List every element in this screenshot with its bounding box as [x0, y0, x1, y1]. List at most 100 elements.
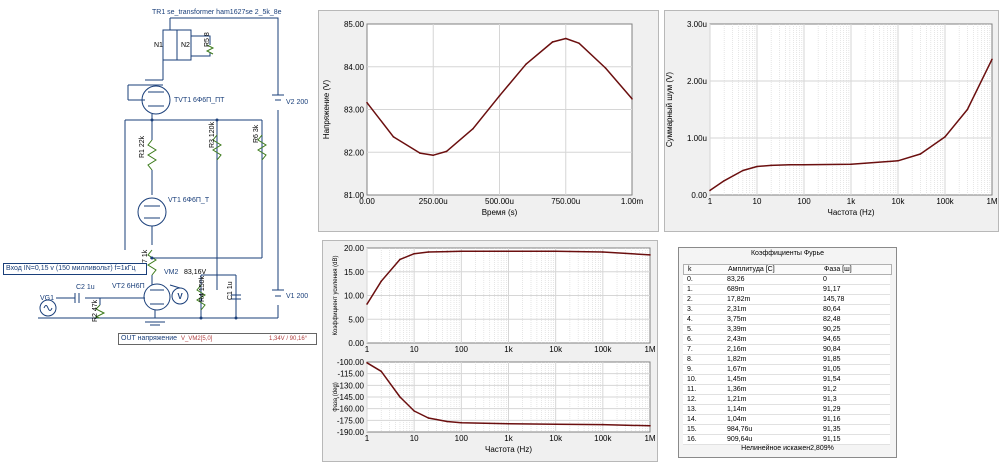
- gain-data-point: [366, 303, 368, 305]
- gain-data-point: [427, 251, 430, 253]
- noise-x-tick-label: 10k: [892, 197, 906, 206]
- gain-x-tick-label: 1: [365, 345, 370, 354]
- fourier-cell-amplitude: 2,31m: [727, 306, 747, 313]
- time-y-tick-label: 81.00: [344, 191, 365, 200]
- time-data-point: [366, 101, 368, 104]
- gain-data-point: [413, 252, 415, 255]
- fourier-cell-amplitude: 17,82m: [727, 296, 751, 303]
- fourier-row: 16. 909,64u 91,15: [683, 435, 890, 445]
- noise-y-tick-label: 0.00: [691, 191, 707, 200]
- fourier-row: 14. 1,04m 91,16: [683, 415, 890, 425]
- noise-data-point: [991, 58, 993, 61]
- gain-x-tick-label: 100k: [594, 345, 612, 354]
- fourier-header-amplitude: Амплитуда [C]: [728, 266, 775, 273]
- noise-data-point: [897, 160, 899, 162]
- fourier-cell-phase: 90,84: [823, 346, 841, 353]
- n1-label: N1: [154, 42, 163, 49]
- fourier-row: 9. 1,67m 91,05: [683, 365, 890, 375]
- fourier-row: 6. 2,43m 94,65: [683, 335, 890, 345]
- time-data-point: [472, 127, 474, 130]
- noise-data-point: [756, 165, 758, 168]
- vm2-label: VM2: [164, 269, 179, 276]
- transformer-label: TR1 se_transformer ham1627se 2_5k_8e: [152, 9, 282, 16]
- circuit-schematic: V TR1 se_transformer ham1627se 2_5k_8e N…: [38, 9, 308, 326]
- svg-text:V: V: [177, 292, 183, 301]
- phase-data-point: [602, 423, 604, 426]
- time-data-point: [525, 63, 527, 65]
- fourier-cell-phase: 91,29: [823, 406, 841, 413]
- gain-y-axis-label: Коэффициент усиления (dB): [333, 255, 339, 335]
- phase-data-point: [460, 421, 463, 424]
- fourier-cell-phase: 91,2: [823, 386, 837, 393]
- fourier-cell-phase: 91,15: [823, 436, 841, 443]
- fourier-row: 4. 3,75m 82,48: [683, 315, 890, 325]
- fourier-row: 2. 17,82m 145,78: [683, 295, 890, 305]
- phase-data-point: [366, 361, 368, 364]
- r6-label: R6 3k: [253, 124, 260, 143]
- time-x-tick-label: 1.00m: [621, 197, 644, 206]
- gain-data-point: [380, 280, 382, 283]
- out-label: OUT напряжение: [121, 335, 177, 342]
- fourier-cell-amplitude: 2,43m: [727, 336, 747, 343]
- fourier-row: 13. 1,14m 91,29: [683, 405, 890, 415]
- phase-y-tick-label: -145.00: [337, 393, 365, 402]
- fourier-cell-amplitude: 83,26: [727, 276, 745, 283]
- gain-x-tick-label: 1k: [504, 345, 513, 354]
- noise-data-point: [803, 163, 805, 166]
- out-voltage-probe[interactable]: OUT напряжение V_VM2[5,0] 1,34V / 90,16°: [118, 333, 317, 345]
- time-y-tick-label: 85.00: [344, 20, 365, 29]
- noise-data-point: [850, 163, 852, 166]
- noise-data-point: [944, 136, 946, 138]
- fourier-cell-amplitude: 2,16m: [727, 346, 747, 353]
- fourier-cell-phase: 91,54: [823, 376, 841, 383]
- fourier-header-k: k: [688, 266, 692, 273]
- fourier-cell-phase: 91,05: [823, 366, 841, 373]
- phase-y-tick-label: -100.00: [337, 358, 365, 367]
- input-signal-label[interactable]: Вход IN=0,15 v (150 милливольт) f=1кГц: [3, 263, 147, 275]
- fourier-row: 3. 2,31m 80,64: [683, 305, 890, 315]
- fourier-cell-phase: 80,64: [823, 306, 841, 313]
- fourier-header: k Амплитуда [C] Фаза [ш]: [683, 264, 892, 275]
- phase-x-tick-label: 10k: [549, 434, 563, 443]
- fourier-cell-k: 16.: [687, 436, 697, 443]
- noise-x-tick-label: 100k: [936, 197, 954, 206]
- fourier-cell-amplitude: 1,82m: [727, 356, 747, 363]
- phase-data-point: [380, 370, 382, 373]
- time-y-tick-label: 84.00: [344, 63, 365, 72]
- fourier-header-phase: Фаза [ш]: [824, 266, 852, 273]
- fourier-cell-phase: 91,3: [823, 396, 837, 403]
- time-x-tick-label: 750.00u: [551, 197, 580, 206]
- time-data-point: [445, 150, 448, 153]
- time-y-tick-label: 82.00: [344, 148, 365, 157]
- noise-y-tick-label: 3.00u: [687, 20, 707, 29]
- r1-label: R1 22k: [139, 135, 146, 158]
- noise-data-point: [789, 163, 791, 166]
- fourier-cell-k: 14.: [687, 416, 697, 423]
- gain-x-tick-label: 10k: [549, 345, 563, 354]
- r5-label: R5 8: [204, 32, 211, 47]
- phase-data-point: [507, 423, 510, 425]
- fourier-cell-amplitude: 1,45m: [727, 376, 747, 383]
- r7-label: R7 1k: [142, 249, 149, 268]
- fourier-cell-k: 9.: [687, 366, 693, 373]
- time-data-point: [604, 67, 607, 69]
- fourier-cell-k: 3.: [687, 306, 693, 313]
- fourier-cell-amplitude: 1,67m: [727, 366, 747, 373]
- fourier-cell-phase: 91,17: [823, 286, 841, 293]
- fourier-row: 8. 1,82m 91,85: [683, 355, 890, 365]
- fourier-cell-amplitude: 984,76u: [727, 426, 753, 433]
- phase-data-point: [554, 423, 557, 426]
- noise-x-tick-label: 100: [797, 197, 811, 206]
- fourier-cell-amplitude: 3,75m: [727, 316, 747, 323]
- phase-x-tick-label: 100: [455, 434, 469, 443]
- fourier-row: 12. 1,21m 91,3: [683, 395, 890, 405]
- fourier-cell-amplitude: 3,39m: [727, 326, 747, 333]
- phase-y-tick-label: -115.00: [337, 370, 364, 379]
- fourier-title: Коэффициенты Фурье: [750, 250, 824, 257]
- vm2-value: 83,16V: [184, 269, 207, 276]
- noise-x-tick-label: 1k: [847, 197, 856, 206]
- time-data-point: [498, 95, 501, 97]
- fourier-cell-k: 4.: [687, 316, 693, 323]
- c2-label: C2 1u: [76, 284, 95, 291]
- fourier-cell-k: 6.: [687, 336, 693, 343]
